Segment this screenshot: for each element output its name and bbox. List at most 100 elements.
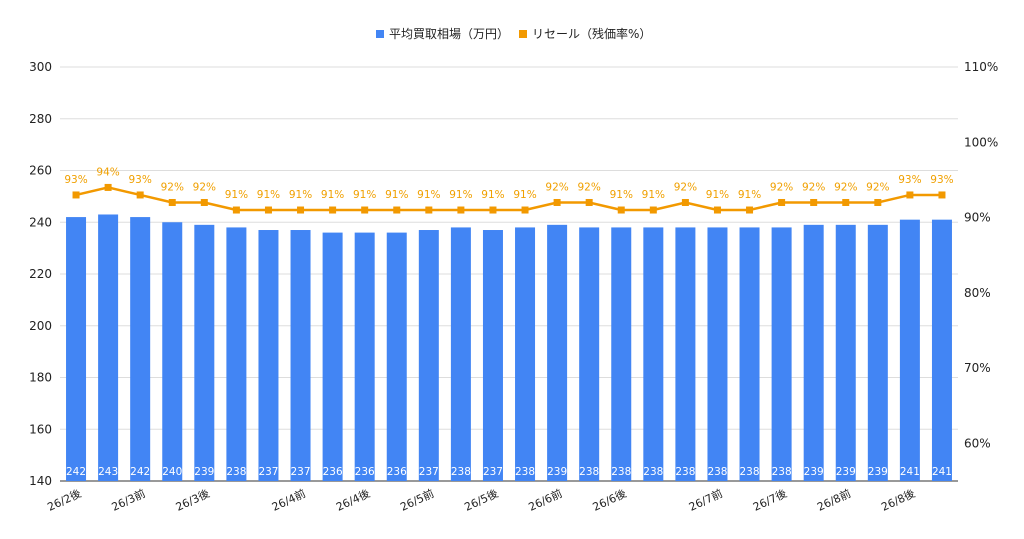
y-right-tick-label: 110%: [964, 60, 998, 74]
line-point: [810, 198, 818, 206]
bar-value-label: 239: [194, 466, 214, 478]
line-value-label: 92%: [866, 181, 889, 193]
x-tick-label: 26/3後: [173, 486, 211, 514]
line-point: [425, 206, 433, 214]
bar: [867, 224, 888, 481]
line-point: [329, 206, 337, 214]
line-value-label: 91%: [385, 189, 408, 201]
line-value-label: 91%: [706, 189, 729, 201]
line-value-label: 92%: [802, 181, 825, 193]
line-point: [168, 198, 176, 206]
line-point: [489, 206, 497, 214]
bar: [611, 227, 632, 481]
bar-value-label: 236: [323, 466, 343, 478]
line-value-label: 91%: [610, 189, 633, 201]
y-left-tick-label: 260: [29, 164, 52, 178]
y-left-tick-label: 140: [29, 474, 52, 488]
bar-value-label: 238: [226, 466, 246, 478]
line-value-label: 91%: [225, 189, 248, 201]
bar-value-label: 236: [355, 466, 375, 478]
bar: [130, 217, 151, 481]
line-point: [842, 198, 850, 206]
line-point: [232, 206, 240, 214]
line-point: [104, 183, 112, 191]
bar: [194, 224, 215, 481]
line-value-label: 92%: [834, 181, 857, 193]
bar-value-label: 242: [66, 466, 86, 478]
bar-value-label: 237: [258, 466, 278, 478]
line-value-label: 92%: [578, 181, 601, 193]
bar-value-label: 238: [740, 466, 760, 478]
bar-value-label: 238: [675, 466, 695, 478]
line-point: [617, 206, 625, 214]
line-value-label: 92%: [193, 181, 216, 193]
line-point: [938, 191, 946, 199]
legend-swatch: [376, 30, 384, 38]
line-point: [553, 198, 561, 206]
y-left-tick-label: 160: [29, 422, 52, 436]
legend-swatch: [519, 30, 527, 38]
line-point: [778, 198, 786, 206]
bar: [771, 227, 792, 481]
line-value-label: 92%: [545, 181, 568, 193]
y-left-tick-label: 300: [29, 60, 52, 74]
bar-value-label: 237: [419, 466, 439, 478]
bar: [835, 224, 856, 481]
bar: [450, 227, 471, 481]
bar-value-label: 239: [836, 466, 856, 478]
x-tick-label: 26/5後: [462, 486, 500, 514]
line-value-label: 91%: [449, 189, 472, 201]
y-right-tick-label: 70%: [964, 361, 991, 375]
y-left-tick-label: 240: [29, 215, 52, 229]
line-point: [393, 206, 401, 214]
y-right-tick-label: 60%: [964, 436, 991, 450]
line-point: [906, 191, 914, 199]
legend-label: 平均買取相場（万円）: [389, 27, 509, 41]
bar: [547, 224, 568, 481]
line-point: [457, 206, 465, 214]
bar-value-label: 237: [291, 466, 311, 478]
bar: [803, 224, 824, 481]
bar: [290, 230, 311, 481]
bar-value-label: 238: [707, 466, 727, 478]
y-right-tick-label: 90%: [964, 211, 991, 225]
bar-value-label: 242: [130, 466, 150, 478]
line-point: [681, 198, 689, 206]
bar: [322, 232, 343, 481]
line-value-label: 92%: [161, 181, 184, 193]
line-point: [521, 206, 529, 214]
series-line: [75, 186, 942, 212]
line-point: [361, 206, 369, 214]
bar-value-label: 236: [387, 466, 407, 478]
bar: [515, 227, 536, 481]
bar-value-label: 238: [451, 466, 471, 478]
bar-value-label: 241: [932, 466, 952, 478]
y-right-tick-label: 100%: [964, 135, 998, 149]
y-left-tick-label: 200: [29, 319, 52, 333]
line-value-label: 93%: [64, 174, 87, 186]
line-value-label: 91%: [513, 189, 536, 201]
bar-value-label: 239: [547, 466, 567, 478]
bar-value-label: 238: [611, 466, 631, 478]
y-right-tick-label: 80%: [964, 286, 991, 300]
x-tick-label: 26/6後: [590, 486, 628, 514]
line-value-label: 91%: [738, 189, 761, 201]
bar: [899, 219, 920, 481]
x-tick-label: 26/8前: [815, 486, 853, 514]
legend-label: リセール（残価率%）: [532, 26, 651, 41]
bar-value-label: 238: [515, 466, 535, 478]
x-tick-label: 26/7後: [751, 486, 789, 514]
line-value-label: 91%: [289, 189, 312, 201]
line-value-label: 93%: [930, 174, 953, 186]
line-point: [297, 206, 305, 214]
bar: [579, 227, 600, 481]
line-value-label: 93%: [129, 174, 152, 186]
bar: [354, 232, 375, 481]
y-left-tick-label: 220: [29, 267, 52, 281]
bar: [226, 227, 247, 481]
bar: [931, 219, 952, 481]
line-point: [585, 198, 593, 206]
bar: [98, 214, 119, 482]
bar-value-label: 237: [483, 466, 503, 478]
